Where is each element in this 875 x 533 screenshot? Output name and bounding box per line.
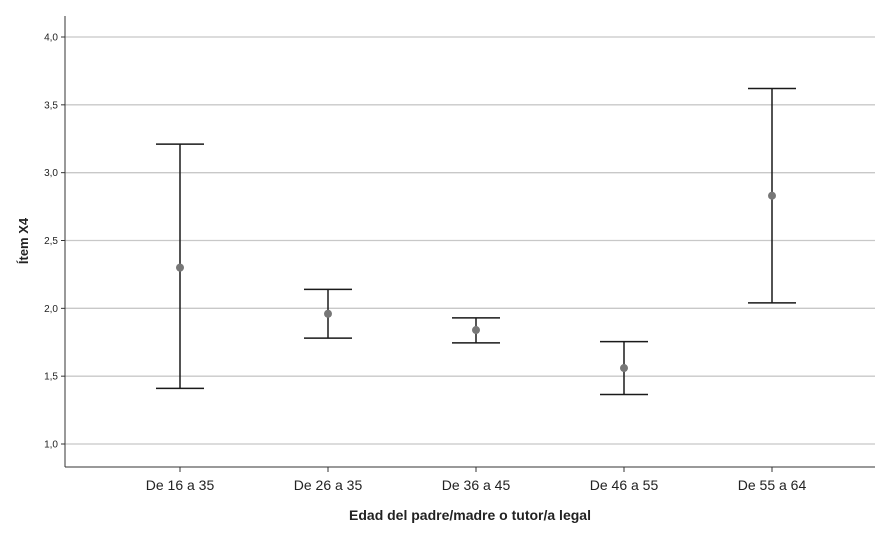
x-tick-label: De 55 a 64 bbox=[738, 477, 807, 493]
y-tick-labels: 1,0 1,5 2,0 2,5 3,0 3,5 4,0 bbox=[44, 33, 65, 451]
error-bar bbox=[452, 317, 500, 344]
error-bar bbox=[156, 143, 204, 390]
mean-point bbox=[324, 309, 332, 318]
y-tick-label: 3,5 bbox=[44, 100, 58, 111]
y-tick-label: 2,0 bbox=[44, 304, 58, 315]
x-tick-label: De 16 a 35 bbox=[146, 477, 215, 493]
x-tick-label: De 36 a 45 bbox=[442, 477, 511, 493]
x-tick-label: De 26 a 35 bbox=[294, 477, 363, 493]
x-axis-label: Edad del padre/madre o tutor/a legal bbox=[349, 507, 591, 523]
x-tick-label: De 46 a 55 bbox=[590, 477, 659, 493]
gridlines bbox=[65, 36, 875, 445]
y-tick-label: 4,0 bbox=[44, 33, 58, 44]
error-bar bbox=[600, 340, 648, 396]
axes bbox=[64, 16, 875, 468]
error-bars bbox=[156, 87, 796, 396]
error-bar bbox=[304, 288, 352, 339]
y-tick-label: 1,0 bbox=[44, 440, 58, 451]
y-axis-label: Ítem X4 bbox=[16, 217, 31, 264]
y-tick-label: 1,5 bbox=[44, 372, 58, 383]
x-tick-labels: De 16 a 35 De 26 a 35 De 36 a 45 De 46 a 55… bbox=[146, 467, 807, 493]
mean-point bbox=[176, 263, 184, 272]
mean-point bbox=[472, 326, 480, 335]
error-bar bbox=[748, 87, 796, 304]
y-tick-label: 2,5 bbox=[44, 236, 58, 247]
mean-point bbox=[620, 364, 628, 373]
y-tick-label: 3,0 bbox=[44, 168, 58, 179]
mean-point bbox=[768, 191, 776, 200]
